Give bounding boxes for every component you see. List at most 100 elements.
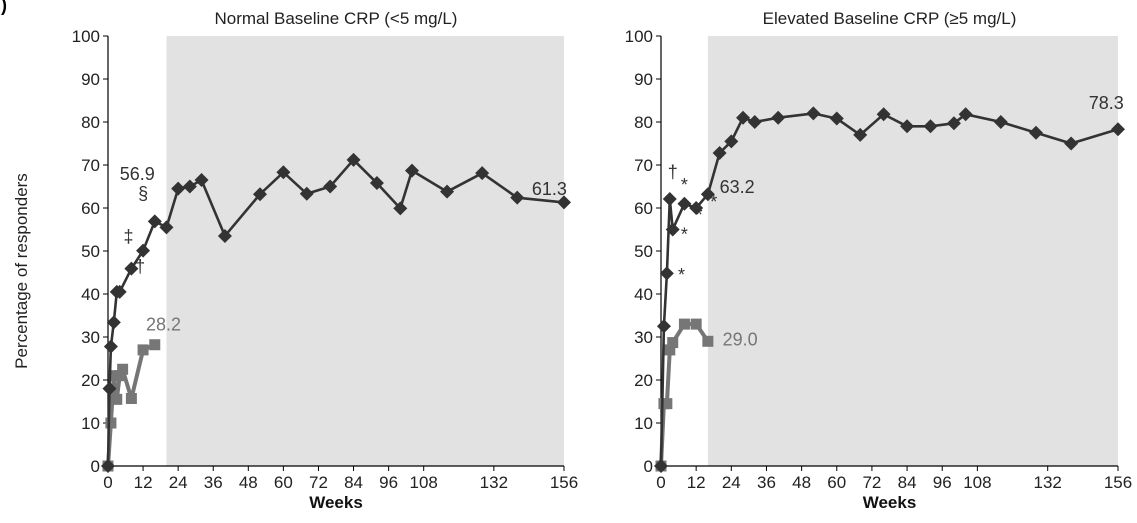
data-point-diamond xyxy=(829,111,844,126)
data-point-diamond xyxy=(102,381,117,396)
data-point-square xyxy=(111,393,123,405)
x-tick-label: 48 xyxy=(792,473,811,492)
data-point-square xyxy=(137,344,149,356)
data-point-diamond xyxy=(393,201,408,216)
data-point-square xyxy=(117,363,129,375)
y-tick-label: 50 xyxy=(81,242,100,261)
data-point-diamond xyxy=(923,119,938,134)
data-point-diamond xyxy=(103,339,118,354)
data-point-diamond xyxy=(159,220,174,235)
data-point-diamond xyxy=(712,145,727,160)
data-point-square xyxy=(667,337,679,349)
y-tick-label: 0 xyxy=(91,457,100,476)
data-point-square xyxy=(702,335,714,347)
data-point-diamond xyxy=(106,315,121,330)
x-tick-label: 108 xyxy=(410,473,438,492)
data-point-square xyxy=(105,417,117,429)
x-tick-label: 24 xyxy=(169,473,188,492)
y-tick-label: 40 xyxy=(81,285,100,304)
x-tick-label: 36 xyxy=(757,473,776,492)
data-label: * xyxy=(710,192,717,212)
data-label: ‡ xyxy=(123,226,133,246)
y-tick-label: 70 xyxy=(81,156,100,175)
data-point-diamond xyxy=(147,214,162,229)
data-point-square xyxy=(661,398,673,410)
data-point-diamond xyxy=(557,195,571,210)
x-tick-label: 12 xyxy=(687,473,706,492)
data-point-diamond xyxy=(677,196,692,211)
x-tick-label: 108 xyxy=(963,473,991,492)
x-tick-label: 12 xyxy=(134,473,153,492)
series-line xyxy=(106,342,156,467)
data-point-diamond xyxy=(771,110,786,125)
data-point-square xyxy=(690,318,702,330)
data-point-diamond xyxy=(993,115,1008,129)
y-tick-label: 80 xyxy=(634,113,653,132)
x-tick-label: 24 xyxy=(722,473,741,492)
data-point-diamond xyxy=(112,284,127,299)
data-point-diamond xyxy=(736,110,751,125)
data-point-square xyxy=(125,392,137,404)
data-point-diamond xyxy=(194,173,209,188)
x-tick-label: 96 xyxy=(379,473,398,492)
data-point-diamond xyxy=(806,106,821,121)
data-point-diamond xyxy=(510,190,525,205)
data-point-diamond xyxy=(700,187,715,202)
x-tick-label: 0 xyxy=(656,473,665,492)
data-point-diamond xyxy=(182,179,197,194)
data-point-diamond xyxy=(656,319,671,334)
data-label: 61.3 xyxy=(532,179,567,199)
chart-elevated-crp: Elevated Baseline CRP (≥5 mg/L) 0 10 20 30 40… xyxy=(625,9,1133,512)
data-label: 56.9 xyxy=(120,164,155,184)
y-tick-label: 20 xyxy=(634,371,653,390)
y-tick-label: 50 xyxy=(634,242,653,261)
y-tick-label: 10 xyxy=(81,414,100,433)
x-tick-label: 84 xyxy=(344,473,363,492)
y-axis-label: Percentage of responders xyxy=(12,173,31,369)
x-axis-label: Weeks xyxy=(309,493,363,512)
data-label: † xyxy=(668,162,678,182)
data-point-diamond xyxy=(662,191,677,206)
data-label: 28.2 xyxy=(146,315,181,335)
x-axis-label: Weeks xyxy=(863,493,917,512)
data-point-diamond xyxy=(654,459,668,473)
data-point-diamond xyxy=(853,127,868,142)
data-point-diamond xyxy=(369,176,384,191)
data-point-diamond xyxy=(946,116,961,131)
x-tick-label: 96 xyxy=(933,473,952,492)
data-label: 78.3 xyxy=(1089,93,1124,113)
x-tick-label: 84 xyxy=(898,473,917,492)
data-point-diamond xyxy=(299,186,314,201)
data-point-diamond xyxy=(440,184,455,199)
data-point-diamond xyxy=(323,179,338,194)
x-tick-label: 36 xyxy=(204,473,223,492)
data-point-diamond xyxy=(276,165,291,180)
chart-normal-crp: Normal Baseline CRP (<5 mg/L) 0 10 20 30 40 50… xyxy=(72,9,579,512)
y-tick-label: 20 xyxy=(81,371,100,390)
data-point-diamond xyxy=(689,201,704,215)
data-point-diamond xyxy=(1111,122,1125,137)
x-tick-label: 156 xyxy=(1104,473,1132,492)
data-point-square xyxy=(108,370,120,382)
x-tick-label: 48 xyxy=(239,473,258,492)
data-point-diamond xyxy=(136,243,151,258)
data-point-square xyxy=(114,370,126,382)
data-point-diamond xyxy=(659,266,674,281)
y-tick-label: 100 xyxy=(625,27,653,46)
data-label: 29.0 xyxy=(723,330,758,350)
data-label: § xyxy=(138,183,148,203)
y-tick-label: 30 xyxy=(81,328,100,347)
data-point-diamond xyxy=(101,459,115,473)
data-label: * xyxy=(681,224,688,244)
shaded-region xyxy=(707,36,1118,466)
data-label: † xyxy=(135,257,145,277)
y-tick-label: 30 xyxy=(634,328,653,347)
data-label: * xyxy=(696,205,703,225)
y-tick-label: 10 xyxy=(634,414,653,433)
x-tick-label: 72 xyxy=(862,473,881,492)
data-point-diamond xyxy=(724,134,739,149)
data-point-square xyxy=(664,344,676,356)
data-point-diamond xyxy=(876,107,891,122)
